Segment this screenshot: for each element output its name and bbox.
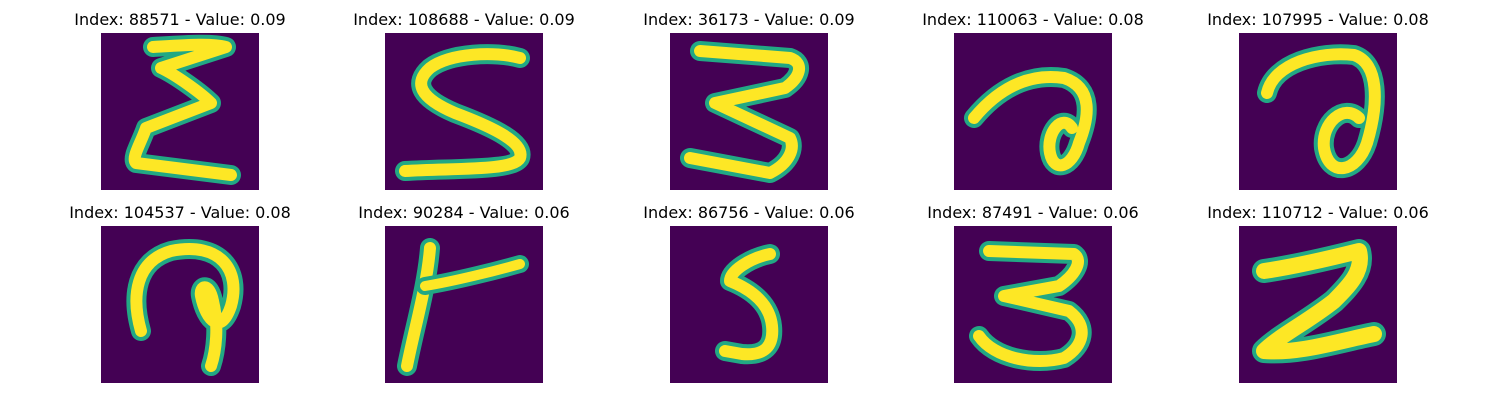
image-panel-6: Index: 104537 - Value: 0.08: [38, 204, 322, 394]
image-panel-9: Index: 87491 - Value: 0.06: [891, 204, 1175, 394]
digit-image: [1239, 33, 1397, 190]
image-panel-3: Index: 36173 - Value: 0.09: [607, 11, 891, 201]
image-panel-5: Index: 107995 - Value: 0.08: [1176, 11, 1460, 201]
image-panel-7: Index: 90284 - Value: 0.06: [322, 204, 606, 394]
digit-image: [385, 33, 543, 190]
image-panel-8: Index: 86756 - Value: 0.06: [607, 204, 891, 394]
digit-image: [385, 226, 543, 383]
digit-glyph-sigma: [124, 34, 241, 185]
panel-title: Index: 87491 - Value: 0.06: [927, 203, 1139, 222]
panel-title: Index: 88571 - Value: 0.09: [74, 10, 286, 29]
panel-title: Index: 90284 - Value: 0.06: [358, 203, 570, 222]
panel-title: Index: 110712 - Value: 0.06: [1207, 203, 1429, 222]
panel-title: Index: 104537 - Value: 0.08: [69, 203, 291, 222]
image-panel-10: Index: 110712 - Value: 0.06: [1176, 204, 1460, 394]
digit-image: [670, 33, 828, 190]
image-panel-1: Index: 88571 - Value: 0.09: [38, 11, 322, 201]
digit-image: [101, 33, 259, 190]
digit-image: [1239, 226, 1397, 383]
digit-image: [101, 226, 259, 383]
panel-title: Index: 107995 - Value: 0.08: [1207, 10, 1429, 29]
panel-title: Index: 86756 - Value: 0.06: [643, 203, 855, 222]
digit-image: [954, 33, 1112, 190]
digit-image: [670, 226, 828, 383]
panel-title: Index: 110063 - Value: 0.08: [922, 10, 1144, 29]
panel-title: Index: 108688 - Value: 0.09: [353, 10, 575, 29]
panel-title: Index: 36173 - Value: 0.09: [643, 10, 855, 29]
digit-image: [954, 226, 1112, 383]
image-panel-2: Index: 108688 - Value: 0.09: [322, 11, 606, 201]
image-panel-4: Index: 110063 - Value: 0.08: [891, 11, 1175, 201]
